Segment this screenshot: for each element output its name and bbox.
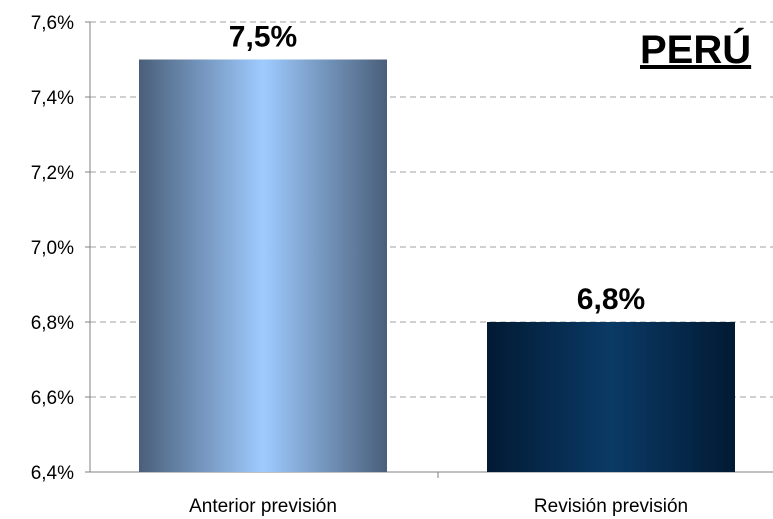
- labels: 6,4% 6,6% 6,8% 7,0% 7,2% 7,4% 7,6% 7,5% Anterior…: [31, 13, 688, 517]
- y-tick-label: 7,2%: [31, 163, 74, 184]
- x-category-label: Revisión previsión: [534, 496, 688, 517]
- bar: [139, 59, 387, 472]
- data-label: 7,5%: [229, 21, 297, 54]
- y-tick-label: 6,4%: [31, 463, 74, 484]
- chart-title: PERÚ: [640, 26, 751, 72]
- y-tick-label: 7,4%: [31, 88, 74, 109]
- y-tick-label: 7,0%: [31, 238, 74, 259]
- data-label: 6,8%: [577, 283, 645, 316]
- y-tick-label: 6,8%: [31, 313, 74, 334]
- y-tick-label: 6,6%: [31, 388, 74, 409]
- y-tick-label: 7,6%: [31, 13, 74, 34]
- bar: [487, 322, 735, 472]
- bars: [139, 59, 735, 472]
- x-category-label: Anterior previsión: [189, 496, 337, 517]
